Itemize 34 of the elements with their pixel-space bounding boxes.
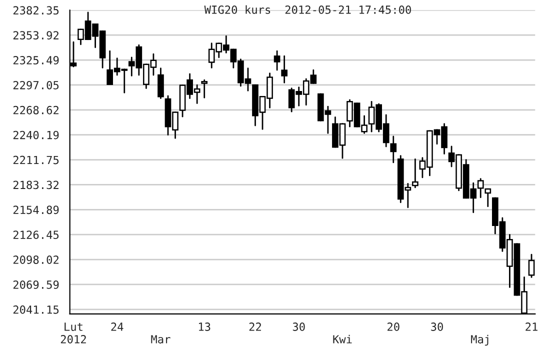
y-tick-label: 2353.92 bbox=[13, 31, 58, 40]
candlestick bbox=[274, 50, 280, 71]
x-tick-label: 22 bbox=[249, 322, 261, 331]
y-tick-label: 2069.59 bbox=[13, 280, 59, 289]
y-tick-label: 2297.05 bbox=[13, 80, 59, 90]
y-tick-label: 2154.89 bbox=[13, 206, 59, 214]
x-tick-label: 30 bbox=[431, 322, 443, 331]
chart-title: WIG20 kurs 2012-05-21 17:45:00 bbox=[204, 5, 411, 14]
y-tick-label: 2382.35 bbox=[13, 6, 59, 15]
x-tick-label: Kwi bbox=[333, 334, 352, 344]
candlestick bbox=[528, 254, 535, 278]
candlestick bbox=[158, 68, 164, 99]
y-tick-label: 2325.49 bbox=[13, 56, 59, 64]
y-tick-label: 2268.62 bbox=[13, 106, 58, 114]
x-tick-label: 21 bbox=[526, 322, 538, 331]
y-tick-label: 2041.15 bbox=[13, 305, 59, 314]
y-tick-label: 2098.02 bbox=[13, 256, 58, 264]
x-tick-label: Maj bbox=[471, 334, 488, 346]
x-tick-label: 13 bbox=[198, 322, 210, 331]
x-tick-label: 30 bbox=[292, 322, 305, 331]
y-tick-label: 2126.45 bbox=[13, 230, 59, 240]
x-tick-label: 20 bbox=[388, 322, 400, 331]
candlestick bbox=[412, 158, 418, 188]
candlestick bbox=[390, 136, 397, 164]
candlestick bbox=[477, 178, 484, 198]
y-tick-label: 2183.32 bbox=[13, 180, 58, 190]
candlestick bbox=[484, 188, 492, 208]
x-tick-label: Lut 2012 bbox=[60, 322, 86, 344]
candlestick bbox=[281, 55, 288, 84]
y-tick-label: 2211.75 bbox=[13, 156, 59, 164]
y-tick-label: 2240.19 bbox=[13, 130, 59, 140]
candlestick bbox=[201, 79, 208, 98]
x-tick-label: 24 bbox=[111, 322, 124, 331]
x-tick-label: Mar bbox=[151, 335, 170, 344]
